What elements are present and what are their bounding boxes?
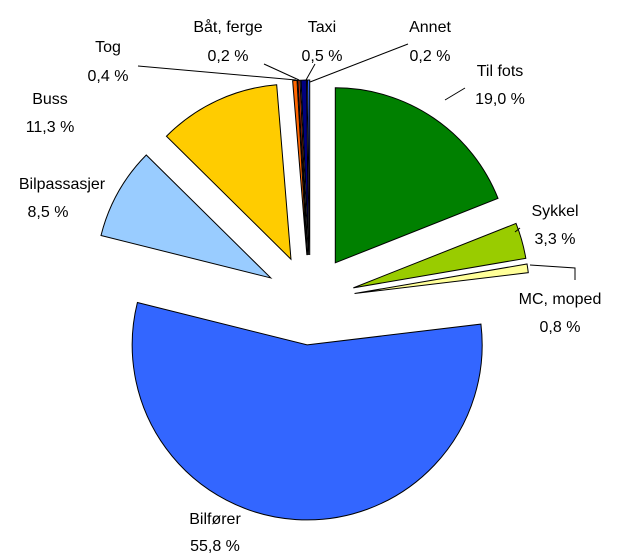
pie-slice	[131, 301, 483, 521]
value-label: 3,3 %	[535, 231, 576, 248]
value-label: 0,2 %	[410, 48, 451, 65]
slice-label: Bilpassasjer	[19, 176, 106, 193]
slice-label: MC, moped	[519, 291, 602, 308]
slice-label: Bilfører	[189, 511, 241, 528]
pie-slice	[354, 263, 529, 295]
value-label: 19,0 %	[475, 91, 525, 108]
slice-label: Tog	[95, 39, 121, 56]
slice-label: Til fots	[477, 63, 524, 80]
value-label: 55,8 %	[190, 538, 240, 554]
leader-line	[309, 43, 409, 83]
leader-line	[444, 87, 466, 101]
slice-label: Taxi	[308, 19, 336, 36]
value-label: 0,2 %	[208, 48, 249, 65]
leader-line	[263, 63, 300, 81]
pie-slice	[307, 79, 311, 256]
leader-line	[529, 264, 576, 280]
pie-slice	[165, 84, 292, 261]
pie-slice	[292, 79, 308, 256]
leader-line	[305, 63, 316, 81]
value-label: 0,5 %	[302, 48, 343, 65]
pie-slice	[100, 154, 273, 279]
slice-label: Annet	[409, 19, 451, 36]
slice-label: Buss	[32, 91, 68, 108]
value-label: 8,5 %	[28, 204, 69, 221]
pie-slice	[353, 222, 527, 289]
leader-line	[514, 227, 521, 233]
pie-slice	[297, 79, 309, 256]
pie-slice	[334, 87, 499, 264]
slice-label: Sykkel	[531, 203, 578, 220]
value-label: 0,8 %	[540, 319, 581, 336]
value-label: 0,4 %	[88, 68, 129, 85]
slice-label: Båt, ferge	[193, 18, 262, 36]
value-label: 11,3 %	[26, 119, 75, 136]
leader-line	[137, 65, 297, 81]
